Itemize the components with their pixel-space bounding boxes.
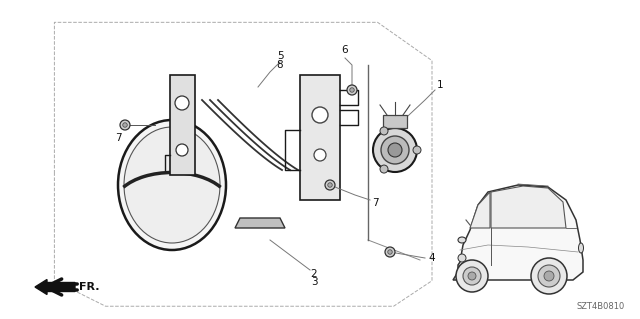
Text: FR.: FR. [79, 282, 99, 292]
Ellipse shape [118, 120, 226, 250]
Polygon shape [383, 115, 407, 128]
FancyArrow shape [35, 279, 75, 294]
Polygon shape [453, 185, 583, 280]
Text: SZT4B0810: SZT4B0810 [577, 302, 625, 311]
Circle shape [531, 258, 567, 294]
Text: 7: 7 [115, 133, 122, 143]
Circle shape [123, 123, 127, 127]
Circle shape [388, 250, 392, 254]
Circle shape [456, 260, 488, 292]
Circle shape [413, 146, 421, 154]
Circle shape [120, 120, 130, 130]
Circle shape [380, 127, 388, 135]
Polygon shape [235, 218, 285, 228]
Circle shape [175, 96, 189, 110]
Polygon shape [300, 75, 340, 200]
Circle shape [468, 272, 476, 280]
Circle shape [325, 180, 335, 190]
Ellipse shape [458, 237, 466, 243]
Circle shape [176, 144, 188, 156]
Circle shape [373, 128, 417, 172]
Text: 5: 5 [276, 51, 284, 61]
Text: 7: 7 [372, 198, 378, 208]
Text: 3: 3 [310, 277, 317, 287]
Circle shape [538, 265, 560, 287]
Circle shape [458, 254, 466, 262]
Text: 1: 1 [436, 80, 444, 90]
Circle shape [314, 149, 326, 161]
Circle shape [380, 165, 388, 173]
Circle shape [388, 143, 402, 157]
Ellipse shape [579, 243, 584, 253]
Polygon shape [491, 186, 566, 228]
Text: 4: 4 [429, 253, 435, 263]
Polygon shape [470, 192, 490, 228]
Ellipse shape [124, 127, 220, 243]
Text: 2: 2 [310, 269, 317, 279]
Circle shape [347, 85, 357, 95]
Polygon shape [170, 75, 195, 175]
Text: 6: 6 [342, 45, 348, 55]
Circle shape [381, 136, 409, 164]
Circle shape [463, 267, 481, 285]
Circle shape [349, 88, 355, 92]
Text: 8: 8 [276, 60, 284, 70]
Circle shape [312, 107, 328, 123]
Circle shape [385, 247, 395, 257]
Circle shape [544, 271, 554, 281]
Circle shape [328, 183, 332, 187]
